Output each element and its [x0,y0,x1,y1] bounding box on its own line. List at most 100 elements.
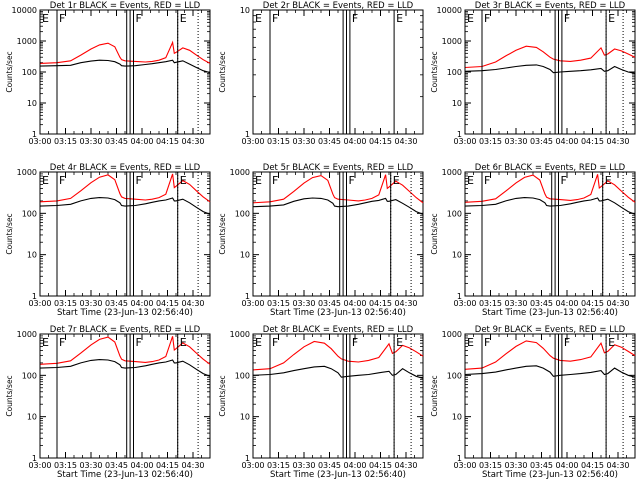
x-tick-label: 03:45 [530,137,553,146]
series-line-events [39,359,211,377]
plot-frame [39,333,211,459]
x-tick-label: 04:00 [343,137,366,146]
y-tick-label: 100 [235,209,250,218]
event-marker-label: E [608,336,615,349]
event-marker-label: E [605,174,612,187]
x-tick-label: 03:45 [530,461,553,470]
x-tick-label: 04:00 [130,137,153,146]
event-marker-label: F [272,336,278,349]
panel-title: Det 7r BLACK = Events, RED = LLD [50,325,201,335]
y-tick-label: 1 [32,292,37,301]
panel-det-1: Det 1r BLACK = Events, RED = LLD 1 10 100 10… [5,1,211,146]
x-tick-label: 03:00 [453,137,476,146]
x-tick-label: 03:45 [530,299,553,308]
event-marker-label: E [467,12,474,25]
x-tick-label: 03:00 [241,461,264,470]
series-line-lld [39,336,211,365]
plot-frame [252,171,424,297]
event-marker-label: E [467,336,474,349]
x-tick-label: 03:00 [453,461,476,470]
x-tick-label: 04:00 [555,137,578,146]
y-tick-label: 10 [452,99,462,108]
y-axis-label: Counts/sec [5,213,14,254]
x-axis-label: Start Time (23-Jun-13 02:56:40) [482,470,618,480]
y-tick-label: 10 [27,251,37,260]
x-axis-label: Start Time (23-Jun-13 02:56:40) [482,308,618,318]
y-tick-label: 1 [457,130,462,139]
event-marker-label: F [272,12,278,25]
y-tick-label: 10 [240,251,250,260]
y-tick-label: 1 [245,292,250,301]
panel-det-4: Det 4r BLACK = Events, RED = LLD 1 10 100 10… [5,163,211,318]
x-tick-label: 03:30 [504,299,527,308]
event-marker-label: E [255,174,262,187]
x-tick-label: 04:15 [581,461,604,470]
x-tick-label: 03:15 [54,299,77,308]
x-axis-label: Start Time (23-Jun-13 02:56:40) [57,470,193,480]
x-tick-label: 03:45 [105,299,128,308]
y-tick-label: 1 [245,454,250,463]
series-line-events [252,365,424,379]
x-tick-label: 03:15 [267,137,290,146]
panel-title: Det 4r BLACK = Events, RED = LLD [50,163,201,173]
y-tick-label: 10 [452,251,462,260]
y-tick-label: 10000 [437,6,462,15]
x-tick-label: 03:00 [241,299,264,308]
event-marker-label: F [136,174,142,187]
y-tick-label: 100 [22,371,37,380]
series-line-lld [252,174,424,204]
event-marker-label: F [561,174,567,187]
plot-frame [464,333,636,459]
series-line-lld [464,45,636,69]
event-marker-label: E [180,12,187,25]
panel-det-9: Det 9r BLACK = Events, RED = LLD 1 10 100 10… [430,325,636,480]
x-tick-label: 03:30 [79,137,102,146]
event-marker-label: F [564,12,570,25]
x-tick-label: 03:15 [479,461,502,470]
series-line-events [252,197,424,215]
event-marker-label: E [467,174,474,187]
event-marker-label: E [42,174,49,187]
event-marker-label: E [255,12,262,25]
x-tick-label: 04:15 [156,299,179,308]
y-tick-label: 1000 [17,168,37,177]
x-tick-label: 03:45 [105,137,128,146]
x-axis-label: Start Time (23-Jun-13 02:56:40) [270,470,406,480]
panel-title: Det 5r BLACK = Events, RED = LLD [263,163,414,173]
x-tick-label: 03:15 [267,299,290,308]
x-tick-label: 03:45 [318,137,341,146]
x-tick-label: 03:00 [28,461,51,470]
event-marker-label: F [272,174,278,187]
panel-det-6: Det 6r BLACK = Events, RED = LLD 1 10 100 10… [430,163,636,318]
panel-title: Det 1r BLACK = Events, RED = LLD [50,1,201,11]
x-tick-label: 04:15 [369,299,392,308]
x-tick-label: 03:45 [318,299,341,308]
x-tick-label: 03:30 [504,461,527,470]
x-tick-label: 03:00 [453,299,476,308]
x-tick-label: 04:15 [581,137,604,146]
x-tick-label: 04:30 [181,461,204,470]
x-tick-label: 03:30 [292,137,315,146]
panel-title: Det 8r BLACK = Events, RED = LLD [263,325,414,335]
plot-frame [252,9,424,135]
y-axis-label: Counts/sec [5,51,14,92]
y-tick-label: 100 [22,209,37,218]
x-tick-label: 03:30 [504,137,527,146]
event-marker-label: E [396,12,403,25]
y-tick-label: 1000 [442,168,462,177]
x-tick-label: 03:15 [267,461,290,470]
panel-det-3: Det 3r BLACK = Events, RED = LLD 1 10 100 10… [430,1,636,146]
event-marker-label: F [136,12,142,25]
event-marker-label: E [396,336,403,349]
y-tick-label: 100 [447,209,462,218]
y-tick-label: 100 [447,371,462,380]
x-tick-label: 04:15 [156,137,179,146]
event-marker-label: F [564,336,570,349]
panel-title: Det 9r BLACK = Events, RED = LLD [475,325,626,335]
event-marker-label: E [180,174,187,187]
series-line-lld [252,340,424,371]
series-line-lld [39,40,211,64]
x-tick-label: 04:00 [343,299,366,308]
series-line-lld [464,174,636,203]
